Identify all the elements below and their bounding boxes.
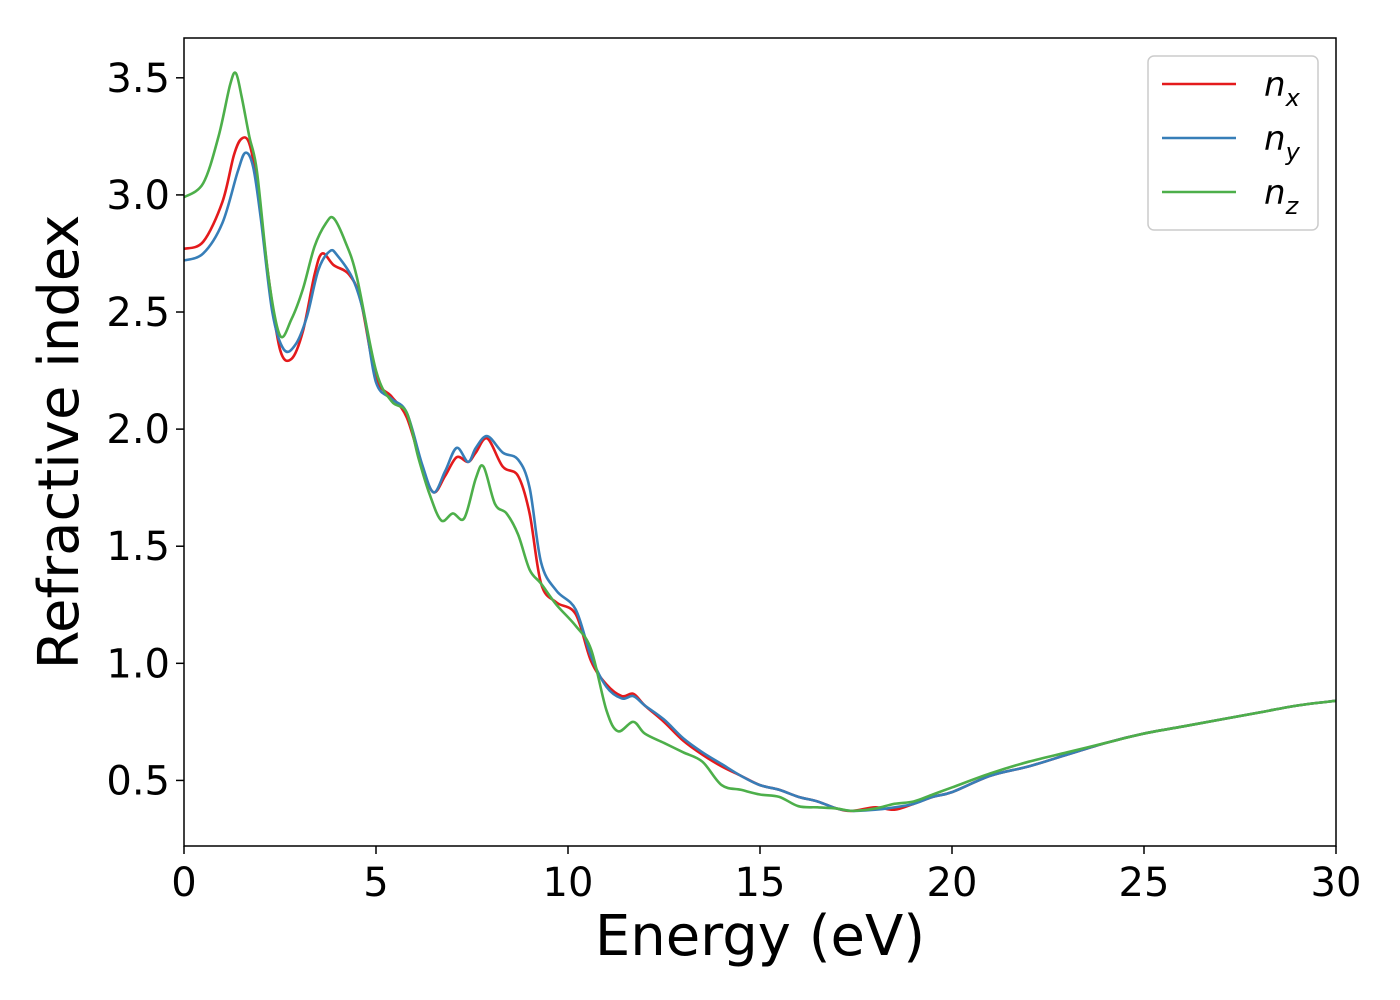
legend-label-x: nx [1264,65,1301,112]
x-tick-label: 30 [1311,860,1362,906]
y-tick-label: 3.0 [106,173,170,219]
legend-label-z: nz [1264,173,1300,220]
series-line-x [184,136,1336,813]
x-tick-label: 0 [171,860,196,906]
y-axis-title: Refractive index [27,215,92,670]
x-tick-label: 10 [543,860,594,906]
y-tick-label: 1.0 [106,641,170,687]
x-tick-label: 15 [735,860,786,906]
y-axis: 0.5 1.0 1.5 2.0 2.5 3.0 3.5 [106,56,184,804]
y-tick-label: 2.0 [106,407,170,453]
plot-lines [184,71,1336,813]
y-tick-label: 0.5 [106,758,170,804]
legend-label-y: ny [1264,119,1301,166]
legend-box [1147,55,1319,231]
y-tick-label: 2.5 [106,290,170,336]
legend: nx ny nz [1147,55,1319,231]
y-tick-label: 3.5 [106,56,170,102]
series-line-z [184,71,1336,813]
x-tick-label: 5 [363,860,388,906]
x-axis-title: Energy (eV) [595,904,925,969]
x-axis: 0 5 10 15 20 25 30 [171,846,1361,906]
y-tick-label: 1.5 [106,524,170,570]
series-line-y [184,151,1336,813]
x-tick-label: 20 [927,860,978,906]
x-tick-label: 25 [1119,860,1170,906]
